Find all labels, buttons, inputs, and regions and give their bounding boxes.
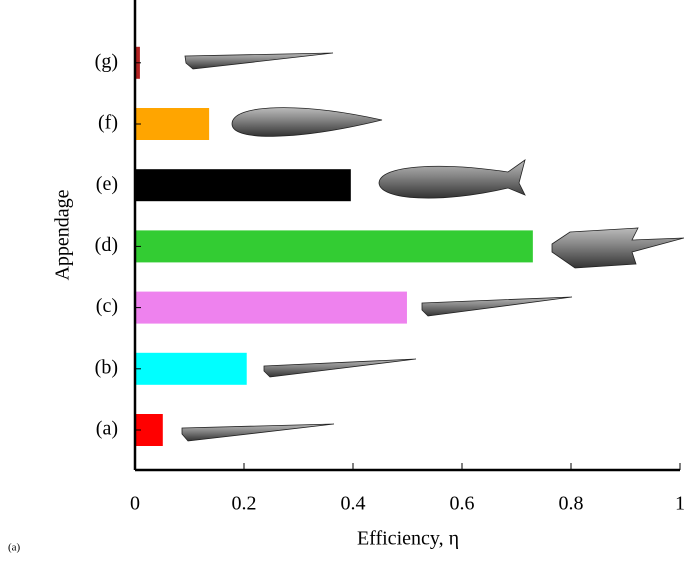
x-tick-label: 1 [675, 493, 684, 515]
icon-b [263, 358, 417, 378]
y-tick-label: (e) [96, 173, 118, 195]
y-tick-label: (d) [95, 234, 118, 256]
icon-a [181, 423, 335, 442]
x-tick-label: 0.6 [450, 493, 475, 515]
icon-c [421, 296, 573, 317]
caption: (a) [8, 542, 21, 554]
x-tick-label: 0.4 [341, 493, 366, 515]
icon-d [551, 227, 684, 269]
y-axis-label: Appendage [52, 189, 74, 280]
icon-f [231, 107, 383, 137]
y-tick-label: (b) [95, 356, 118, 378]
x-tick-label: 0.8 [559, 493, 584, 515]
bar [135, 108, 210, 140]
y-tick-label: (c) [96, 295, 118, 317]
icon-e [378, 159, 526, 199]
x-tick-label: 0 [130, 493, 140, 515]
bar [135, 169, 351, 202]
x-axis-label: Efficiency, η [357, 528, 459, 550]
y-tick-label: (g) [95, 50, 118, 72]
bar [135, 352, 247, 385]
y-tick-label: (f) [98, 112, 118, 134]
x-tick-label: 0.2 [232, 493, 257, 515]
bar [135, 230, 533, 263]
icon-g [184, 52, 334, 70]
appendage-icons [181, 52, 684, 442]
bar [135, 291, 407, 324]
y-tick-label: (a) [96, 418, 118, 440]
